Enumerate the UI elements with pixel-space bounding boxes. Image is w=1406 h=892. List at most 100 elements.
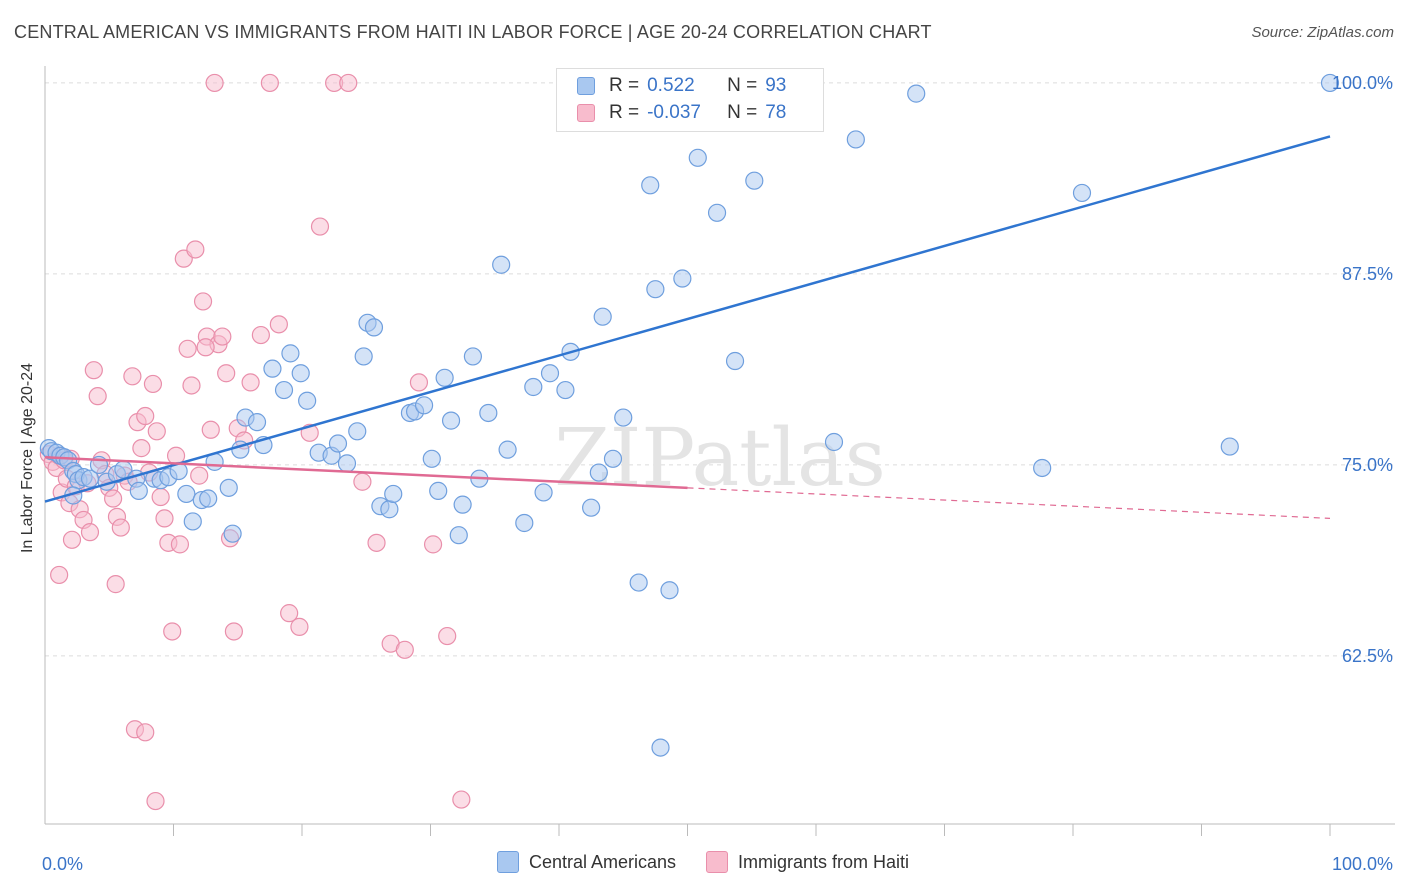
trend-line-haiti	[44, 456, 688, 490]
haiti-point	[106, 575, 125, 594]
haiti-point	[205, 73, 224, 93]
central-american-point	[414, 396, 434, 415]
central-american-point	[673, 269, 692, 288]
haiti-point	[80, 523, 100, 542]
x-tick-label: 100.0%	[1332, 854, 1393, 874]
central-american-point	[354, 347, 373, 366]
haiti-point	[251, 325, 270, 345]
central-american-point	[1220, 437, 1239, 456]
legend-r-label: R =	[609, 102, 640, 123]
legend-item-haiti: Immigrants from Haiti	[706, 851, 909, 873]
haiti-point	[280, 604, 299, 623]
central-american-point	[660, 581, 679, 600]
x-tick-label: 0.0%	[42, 854, 83, 874]
legend-r-label: R =	[609, 75, 640, 96]
central-american-point	[646, 280, 665, 299]
trend-line-central-american	[44, 135, 1331, 503]
haiti-point	[88, 387, 107, 406]
legend-n-value: 78	[765, 102, 787, 123]
central-american-point	[688, 148, 707, 167]
haiti-point	[260, 73, 279, 93]
central-american-point	[492, 255, 511, 274]
legend-r-value: 0.522	[647, 75, 695, 96]
central-american-point	[337, 454, 357, 473]
central-american-point	[435, 368, 454, 387]
legend-n-label: N =	[727, 75, 758, 96]
central-american-point	[177, 484, 196, 504]
haiti-point	[123, 367, 142, 386]
haiti-point	[182, 376, 201, 395]
legend-swatch-pink	[577, 104, 595, 122]
central-american-point	[223, 524, 242, 543]
central-american-point	[745, 171, 764, 190]
legend-label-haiti: Immigrants from Haiti	[738, 851, 910, 872]
central-american-point	[298, 391, 317, 410]
haiti-point	[151, 487, 170, 507]
central-american-point	[515, 513, 534, 533]
central-american-point	[453, 495, 472, 514]
trend-line-haiti-extension	[687, 487, 1331, 519]
trend-lines	[44, 135, 1331, 519]
central-american-point	[614, 408, 633, 427]
central-american-point	[422, 449, 441, 468]
central-american-point	[449, 526, 468, 545]
haiti-point	[163, 622, 182, 641]
legend-label-central-americans: Central Americans	[528, 851, 677, 872]
central-american-point	[1320, 73, 1340, 93]
haiti-point	[62, 530, 82, 549]
haiti-point	[310, 217, 330, 236]
legend-row-central-americans: R = 0.522 N = 93	[557, 73, 786, 99]
central-american-point	[219, 478, 238, 497]
haiti-point	[193, 292, 213, 311]
central-american-point	[364, 318, 384, 337]
legend-item-central-americans: Central Americans	[496, 851, 677, 873]
tick-labels: 62.5% 75.0% 87.5% 100.0% 0.0% 100.0%	[42, 73, 1393, 874]
legend-swatch-pink	[706, 851, 729, 873]
chart-title: CENTRAL AMERICAN VS IMMIGRANTS FROM HAIT…	[14, 22, 932, 42]
central-american-point	[907, 84, 926, 103]
haiti-point	[196, 338, 215, 357]
haiti-point	[147, 422, 166, 441]
central-american-point	[651, 738, 670, 757]
source-label: Source: ZipAtlas.com	[1251, 24, 1394, 41]
central-american-point	[846, 130, 865, 149]
haiti-point	[178, 339, 197, 358]
central-american-point	[524, 377, 543, 397]
haiti-point	[146, 791, 165, 811]
central-american-point	[641, 176, 660, 195]
central-american-point	[593, 307, 612, 326]
central-american-point	[479, 403, 498, 423]
haiti-point	[423, 535, 443, 554]
legend-n-label: N =	[727, 102, 758, 123]
haiti-point	[290, 617, 309, 636]
central-american-point	[1072, 183, 1092, 203]
haiti-point	[84, 361, 103, 380]
haiti-point	[155, 509, 174, 528]
haiti-point	[367, 533, 386, 552]
central-american-point	[183, 512, 202, 531]
central-american-point	[824, 432, 844, 452]
haiti-point	[111, 518, 130, 537]
correlation-legend: R = 0.522 N = 93 R = -0.037 N = 78	[556, 68, 824, 132]
haiti-point	[136, 406, 155, 426]
watermark: ZIPatlas	[554, 411, 886, 504]
central-american-point	[129, 481, 148, 500]
central-american-point	[556, 380, 575, 400]
legend-swatch-blue	[577, 77, 595, 95]
central-american-point	[380, 500, 399, 519]
y-tick-label: 87.5%	[1342, 264, 1393, 284]
haiti-point	[132, 439, 151, 458]
haiti-point	[269, 315, 288, 334]
haiti-point	[186, 240, 205, 259]
haiti-point	[170, 535, 190, 554]
haiti-point	[136, 723, 155, 742]
legend-row-haiti: R = -0.037 N = 78	[557, 100, 786, 126]
central-american-point	[199, 489, 218, 508]
haiti-point	[353, 472, 372, 491]
legend-n-value: 93	[765, 75, 787, 96]
central-american-point	[328, 434, 348, 453]
haiti-point	[438, 626, 457, 646]
central-american-point	[540, 364, 560, 383]
haiti-point	[104, 489, 123, 508]
